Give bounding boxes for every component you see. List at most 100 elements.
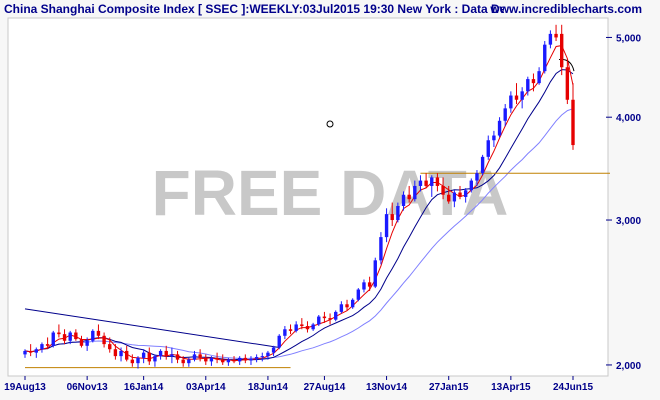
- candle-body: [108, 344, 112, 350]
- candle-body: [480, 156, 485, 174]
- candle-body: [91, 330, 95, 341]
- candle-body: [113, 349, 118, 357]
- candle-body: [328, 318, 332, 320]
- candle-body: [175, 354, 180, 360]
- candle-body: [339, 304, 344, 312]
- candle-body: [23, 350, 27, 355]
- candle-body: [45, 344, 50, 346]
- y-tick-label: 2,000: [616, 361, 641, 372]
- candle-body: [130, 359, 135, 364]
- candle-body: [560, 33, 564, 68]
- candle-body: [565, 67, 570, 100]
- cursor-marker[interactable]: [326, 120, 334, 128]
- y-tick-label: 4,000: [616, 113, 641, 124]
- candle-body: [226, 359, 231, 363]
- candle-body: [85, 340, 89, 346]
- x-axis: 19Aug13 06Nov13 16Jan14 03Apr14 18Jun14 27Aug…: [4, 376, 593, 393]
- candle-body: [187, 359, 191, 364]
- candle-body: [486, 140, 490, 157]
- candle-body: [79, 339, 84, 346]
- y-tick-label: 3,000: [616, 216, 641, 227]
- candle-body: [497, 120, 502, 136]
- candle-body: [503, 108, 507, 121]
- candle-body: [204, 357, 208, 362]
- candle-body: [407, 194, 411, 200]
- ma-fast-line: [24, 45, 574, 362]
- candle-body: [40, 344, 44, 350]
- x-tick-label: 03Apr14: [186, 382, 226, 393]
- candle-body: [68, 332, 72, 341]
- candle-body: [543, 44, 547, 72]
- candle-body: [396, 206, 400, 221]
- candle-body: [28, 350, 33, 353]
- x-tick-label: 13Apr15: [491, 382, 531, 393]
- candle-body: [271, 347, 276, 353]
- site-url[interactable]: www.incrediblecharts.com: [490, 2, 642, 16]
- candle-body: [141, 352, 146, 358]
- candle-body: [57, 332, 61, 335]
- x-tick-label: 24Jun15: [553, 382, 593, 393]
- candle-body: [531, 79, 536, 84]
- candle-body: [164, 350, 168, 357]
- candle-body: [390, 214, 394, 221]
- candle-body: [51, 332, 55, 346]
- candles: [23, 24, 575, 369]
- candle-body: [514, 95, 519, 100]
- candle-body: [413, 185, 417, 200]
- candle-body: [283, 329, 287, 336]
- candle-body: [102, 335, 106, 345]
- candle-body: [147, 352, 151, 362]
- candle-body: [237, 357, 242, 362]
- indicator-lines: [24, 45, 610, 369]
- x-tick-label: 13Nov14: [366, 382, 408, 393]
- ma-mid-line: [24, 69, 574, 361]
- candle-body: [367, 282, 372, 287]
- candle-body: [192, 354, 197, 360]
- candle-body: [243, 357, 248, 361]
- candle-body: [260, 356, 264, 358]
- candle-body: [181, 359, 185, 364]
- candle-body: [537, 71, 541, 84]
- x-tick-label: 27Aug14: [304, 382, 346, 393]
- trendline: [24, 308, 280, 349]
- candle-body: [170, 354, 174, 357]
- candle-body: [350, 299, 355, 308]
- candle-body: [249, 358, 253, 361]
- candle-body: [158, 350, 163, 357]
- candle-body: [452, 192, 457, 202]
- candle-body: [277, 335, 281, 348]
- candle-body: [345, 304, 349, 308]
- plot-area: [7, 17, 609, 377]
- candle-body: [435, 177, 440, 186]
- candle-body: [492, 135, 496, 141]
- candle-body: [136, 357, 140, 364]
- candle-body: [153, 356, 157, 362]
- ma-slow-line: [24, 108, 574, 360]
- candle-body: [509, 95, 513, 109]
- candle-body: [311, 324, 315, 330]
- candle-body: [300, 324, 304, 327]
- candle-body: [294, 324, 298, 331]
- x-tick-label: 16Jan14: [124, 382, 164, 393]
- candle-body: [475, 173, 479, 181]
- candle-body: [356, 289, 361, 300]
- candle-body: [418, 180, 423, 186]
- candle-body: [62, 334, 67, 341]
- candle-body: [430, 177, 434, 186]
- candle-body: [362, 282, 366, 290]
- candle-body: [571, 99, 575, 146]
- candle-body: [373, 260, 377, 287]
- candle-body: [322, 316, 327, 319]
- candle-body: [469, 180, 474, 191]
- y-tick-label: 5,000: [616, 33, 641, 44]
- candle-body: [266, 352, 270, 357]
- candle-body: [215, 357, 219, 360]
- candle-body: [379, 237, 383, 261]
- candle-body: [441, 185, 445, 195]
- candle-body: [554, 33, 558, 38]
- candle-body: [463, 190, 468, 197]
- x-tick-label: 06Nov13: [67, 382, 109, 393]
- x-tick-label: 19Aug13: [4, 382, 46, 393]
- candle-body: [458, 192, 462, 197]
- candle-body: [334, 311, 338, 320]
